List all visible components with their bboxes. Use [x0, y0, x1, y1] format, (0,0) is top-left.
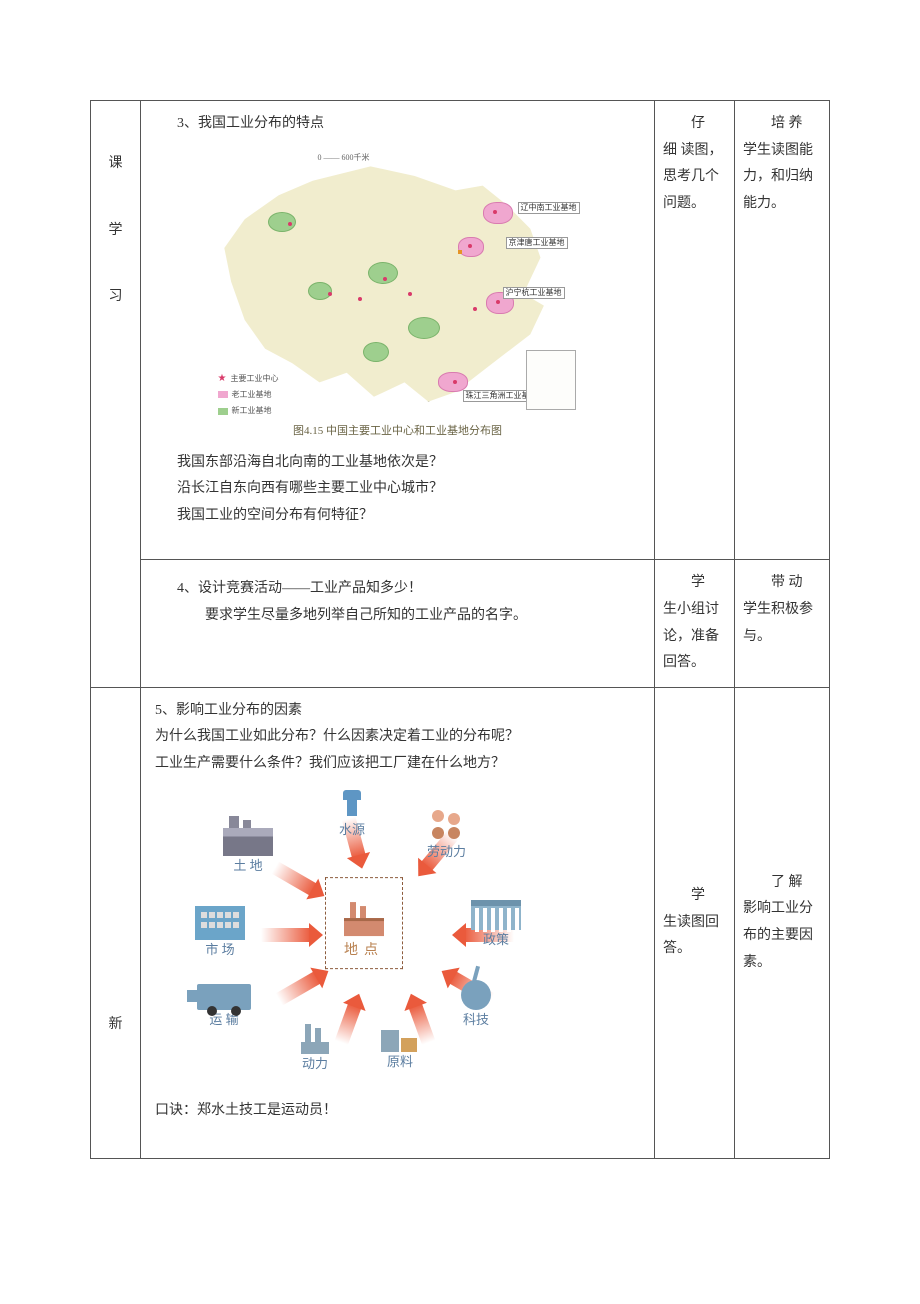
south-sea-islands-inset	[526, 350, 576, 410]
student-activity-cell: 仔 细 读图，思考几个问题。	[655, 101, 735, 560]
content-cell-3: 5、影响工业分布的因素 为什么我国工业如此分布？什么因素决定着工业的分布呢？ 工…	[141, 687, 655, 1158]
side-char: 习	[99, 284, 132, 311]
page-container: 课 学 习 3、我国工业分布的特点 0 —— 600千米	[0, 0, 920, 1299]
arrow-icon	[272, 861, 318, 896]
market-icon	[195, 906, 245, 940]
arrow-icon	[335, 1002, 362, 1044]
content-cell-1: 3、我国工业分布的特点 0 —— 600千米	[141, 101, 655, 560]
section-title-4: 4、设计竞赛活动——工业产品知多少！	[149, 576, 646, 603]
side-label-1: 课 学 习	[91, 101, 141, 688]
legend-label: 老工业基地	[232, 387, 272, 402]
industry-center-dot	[468, 244, 472, 248]
map-legend: ★主要工业中心 老工业基地 新工业基地	[218, 370, 279, 420]
factor-water: 水源	[339, 790, 365, 838]
factor-transport: 运 输	[197, 984, 251, 1028]
side-label-2: 新	[91, 687, 141, 1158]
student-activity-cell: 学 生读图回答。	[655, 687, 735, 1158]
map-caption: 图4.15 中国主要工业中心和工业基地分布图	[208, 421, 588, 442]
question-line: 我国工业的空间分布有何特征？	[149, 503, 646, 530]
factor-tech: 科技	[461, 980, 491, 1028]
water-icon	[339, 790, 365, 820]
tech-icon	[461, 980, 491, 1010]
factor-policy: 政策	[471, 900, 521, 948]
map-callout: 辽中南工业基地	[518, 202, 580, 215]
factor-label: 原料	[387, 1054, 413, 1069]
purpose-cell: 培 养 学生读图能力，和归纳能力。	[735, 101, 830, 560]
industry-center-dot	[358, 297, 362, 301]
side-char: 学	[99, 218, 132, 245]
china-map-figure: 0 —— 600千米	[208, 142, 588, 442]
factor-label: 动力	[302, 1056, 328, 1071]
factory-icon	[344, 908, 384, 936]
diagram-center: 地点	[325, 877, 403, 970]
section-body: 为什么我国工业如此分布？什么因素决定着工业的分布呢？	[149, 724, 646, 751]
content-cell-2: 4、设计竞赛活动——工业产品知多少！ 要求学生尽量多地列举自己所知的工业产品的名…	[141, 560, 655, 687]
industry-center-dot	[453, 380, 457, 384]
factor-market: 市 场	[195, 906, 245, 958]
factor-material: 原料	[381, 1024, 419, 1070]
industry-center-dot	[383, 277, 387, 281]
question-line: 沿长江自东向西有哪些主要工业中心城市？	[149, 476, 646, 503]
arrow-icon	[261, 928, 311, 942]
table-row: 课 学 习 3、我国工业分布的特点 0 —— 600千米	[91, 101, 830, 560]
industry-center-dot	[458, 250, 462, 254]
question-line: 我国东部沿海自北向南的工业基地依次是？	[149, 450, 646, 477]
factor-label: 市 场	[205, 942, 234, 957]
side-char: 课	[99, 151, 132, 178]
industry-center-dot	[288, 222, 292, 226]
student-activity-cell: 学 生小组讨论，准备回答。	[655, 560, 735, 687]
section-body: 要求学生尽量多地列举自己所知的工业产品的名字。	[149, 603, 646, 630]
factor-labor: 劳动力	[427, 810, 466, 860]
transport-icon	[197, 984, 251, 1010]
factor-land: 土 地	[223, 828, 273, 874]
policy-icon	[471, 900, 521, 930]
legend-label: 新工业基地	[232, 403, 272, 418]
legend-label: 主要工业中心	[230, 371, 278, 386]
factor-label: 水源	[339, 822, 365, 837]
factor-label: 土 地	[233, 858, 262, 873]
factor-label: 劳动力	[427, 844, 466, 859]
mnemonic-line: 口诀：郑水土技工是运动员！	[149, 1098, 646, 1125]
green-zone	[308, 282, 332, 300]
green-zone	[408, 317, 440, 339]
table-row: 新 5、影响工业分布的因素 为什么我国工业如此分布？什么因素决定着工业的分布呢？…	[91, 687, 830, 1158]
industry-center-dot	[408, 292, 412, 296]
purpose-cell: 了 解 影响工业分布的主要因素。	[735, 687, 830, 1158]
material-icon	[381, 1024, 419, 1052]
map-callout: 京津唐工业基地	[506, 237, 568, 250]
factor-label: 政策	[483, 932, 509, 947]
arrow-icon	[276, 970, 322, 1005]
map-scale: 0 —— 600千米	[318, 150, 370, 165]
industry-center-dot	[496, 300, 500, 304]
table-row: 4、设计竞赛活动——工业产品知多少！ 要求学生尽量多地列举自己所知的工业产品的名…	[91, 560, 830, 687]
industry-center-dot	[473, 307, 477, 311]
map-callout: 沪宁杭工业基地	[503, 287, 565, 300]
pink-zone	[483, 202, 513, 224]
section-title-5: 5、影响工业分布的因素	[149, 698, 646, 725]
factor-power: 动力	[297, 1024, 333, 1072]
side-char: 新	[99, 1012, 132, 1039]
center-label: 地点	[344, 938, 384, 965]
lesson-table: 课 学 习 3、我国工业分布的特点 0 —— 600千米	[90, 100, 830, 1159]
land-icon	[223, 828, 273, 856]
purpose-cell: 带 动 学生积极参与。	[735, 560, 830, 687]
factors-diagram: 地点 水源 劳动力	[189, 788, 539, 1068]
green-zone	[363, 342, 389, 362]
power-icon	[297, 1024, 333, 1054]
labor-icon	[430, 810, 464, 842]
section-body: 工业生产需要什么条件？我们应该把工厂建在什么地方？	[149, 751, 646, 778]
industry-center-dot	[328, 292, 332, 296]
section-title-3: 3、我国工业分布的特点	[149, 111, 646, 138]
industry-center-dot	[493, 210, 497, 214]
factor-label: 科技	[463, 1012, 489, 1027]
